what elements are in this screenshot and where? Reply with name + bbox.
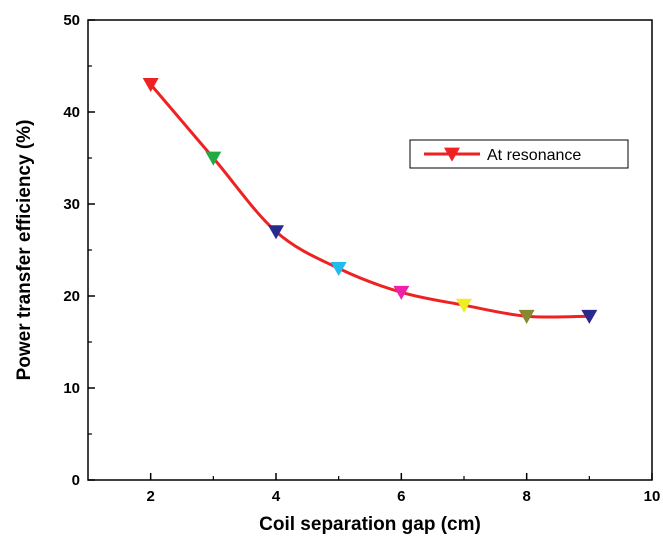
data-point-marker xyxy=(330,262,347,276)
data-point-marker xyxy=(268,225,284,240)
y-tick-label: 0 xyxy=(72,472,80,489)
series-layer xyxy=(142,78,598,324)
x-tick-label: 6 xyxy=(397,488,405,505)
x-axis-ticks: 2 4 6 8 10 xyxy=(146,473,660,505)
y-tick-label: 30 xyxy=(63,196,80,213)
y-tick-label: 40 xyxy=(63,104,80,121)
series-line-at-resonance xyxy=(149,83,590,319)
data-point-marker xyxy=(581,309,598,324)
data-point-marker xyxy=(393,285,410,300)
y-axis-title: Power transfer efficiency (%) xyxy=(14,120,35,381)
x-tick-label: 4 xyxy=(272,488,281,505)
data-point-marker xyxy=(142,78,159,92)
y-tick-label: 10 xyxy=(63,380,80,397)
data-point-marker xyxy=(518,309,535,324)
data-point-marker xyxy=(205,151,222,166)
y-axis-ticks: 0 10 20 30 40 50 xyxy=(63,12,95,489)
plot-area-frame xyxy=(87,19,653,481)
legend: At resonance xyxy=(409,139,629,169)
x-tick-label: 8 xyxy=(522,488,530,505)
y-tick-label: 50 xyxy=(63,12,80,29)
legend-marker xyxy=(444,147,460,162)
x-axis-title: Coil separation gap (cm) xyxy=(259,514,481,535)
x-tick-label: 10 xyxy=(644,488,661,505)
legend-label: At resonance xyxy=(487,147,581,164)
y-tick-label: 20 xyxy=(63,288,80,305)
x-tick-label: 2 xyxy=(146,488,154,505)
data-point-marker xyxy=(456,298,472,313)
